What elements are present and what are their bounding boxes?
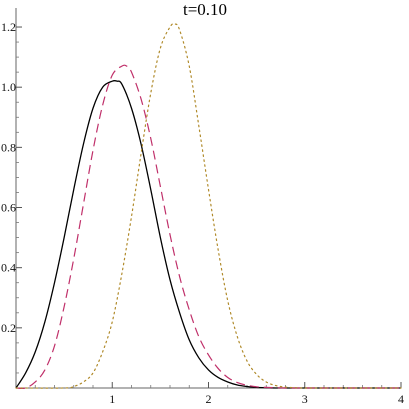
x-tick-label: 1 bbox=[109, 392, 115, 406]
x-tick-label: 4 bbox=[398, 392, 404, 406]
y-tick-label: 0.4 bbox=[1, 261, 16, 275]
x-tick-label: 3 bbox=[302, 392, 308, 406]
series-line-dashed-curve bbox=[15, 64, 401, 390]
x-tick-label: 2 bbox=[206, 392, 212, 406]
chart-title: t=0.10 bbox=[183, 0, 227, 19]
y-tick-label: 0.6 bbox=[1, 201, 16, 215]
series-line-dotted-curve bbox=[15, 23, 402, 389]
series-layer bbox=[15, 23, 402, 390]
y-tick-label: 1.2 bbox=[1, 20, 16, 34]
axes-layer: 1 2 3 4 0.2 0.4 0.6 0.8 1.0 1.2 bbox=[1, 8, 404, 406]
series-line-solid-curve bbox=[15, 79, 401, 389]
y-tick-label: 0.2 bbox=[1, 321, 16, 335]
y-tick-label: 0.8 bbox=[1, 140, 16, 154]
y-tick-label: 1.0 bbox=[1, 80, 16, 94]
